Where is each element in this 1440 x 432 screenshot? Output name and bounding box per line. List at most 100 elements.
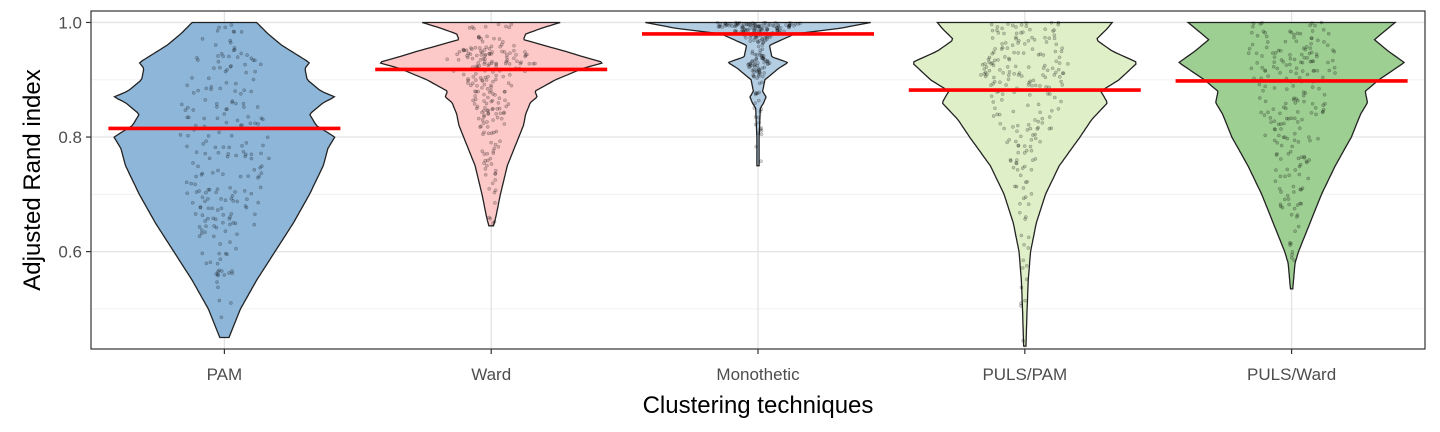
jitter-point: [750, 49, 755, 54]
jitter-point: [753, 35, 757, 40]
jitter-point: [1312, 69, 1316, 73]
jitter-point: [1022, 151, 1027, 155]
jitter-point: [982, 72, 987, 76]
jitter-point: [757, 98, 761, 103]
jitter-point: [1016, 41, 1020, 45]
jitter-point: [1272, 119, 1277, 123]
jitter-point: [1260, 54, 1264, 58]
y-axis-ticks: 0.6 0.8 1.0: [58, 13, 91, 262]
jitter-point: [217, 130, 221, 135]
jitter-point: [751, 74, 756, 78]
jitter-point: [507, 62, 512, 66]
x-tick-label: Monothetic: [716, 365, 800, 384]
jitter-point: [490, 107, 495, 112]
jitter-point: [987, 68, 992, 73]
jitter-point: [1294, 66, 1299, 70]
jitter-point: [761, 40, 766, 45]
violins: [113, 21, 1406, 347]
jitter-point: [984, 65, 989, 69]
jitter-point: [753, 122, 758, 127]
jitter-point: [267, 156, 271, 161]
jitter-point: [1296, 110, 1300, 114]
jitter-point: [1257, 82, 1262, 87]
jitter-point: [763, 38, 768, 43]
jitter-point: [228, 185, 232, 190]
jitter-point: [482, 114, 486, 119]
jitter-point: [498, 44, 503, 49]
jitter-point: [1025, 263, 1029, 268]
jitter-point: [1327, 68, 1332, 73]
jitter-point: [1024, 180, 1028, 184]
jitter-point: [523, 53, 528, 58]
jitter-point: [773, 20, 778, 25]
jitter-point: [1011, 165, 1016, 170]
jitter-point: [473, 97, 478, 102]
jitter-point: [1007, 56, 1011, 61]
jitter-point: [756, 66, 761, 71]
jitter-point: [256, 122, 260, 126]
jitter-point: [1303, 91, 1308, 95]
jitter-point: [753, 101, 758, 105]
jitter-point: [1298, 31, 1303, 36]
jitter-point: [185, 83, 189, 88]
jitter-point: [1279, 143, 1284, 148]
jitter-point: [1320, 110, 1325, 115]
jitter-point: [501, 111, 506, 116]
jitter-point: [1021, 30, 1025, 35]
jitter-point: [209, 87, 213, 92]
jitter-point: [253, 212, 257, 217]
jitter-point: [748, 62, 752, 66]
jitter-point: [473, 94, 477, 98]
jitter-point: [758, 53, 762, 57]
jitter-point: [761, 54, 766, 58]
jitter-point: [756, 115, 761, 120]
jitter-point: [265, 135, 270, 140]
jitter-point: [758, 70, 762, 75]
jitter-point: [1254, 51, 1259, 56]
jitter-point: [1288, 29, 1292, 34]
jitter-point: [1060, 83, 1065, 87]
jitter-point: [483, 24, 488, 29]
jitter-point: [1028, 79, 1032, 84]
jitter-point: [765, 35, 770, 40]
jitter-point: [758, 71, 762, 76]
jitter-point: [1041, 73, 1045, 77]
jitter-point: [760, 56, 764, 61]
jitter-point: [723, 23, 728, 28]
jitter-point: [1038, 52, 1043, 56]
jitter-point: [207, 156, 212, 161]
jitter-point: [490, 98, 495, 103]
jitter-point: [1282, 121, 1286, 126]
jitter-point: [756, 24, 761, 29]
jitter-point: [1300, 52, 1304, 57]
jitter-point: [219, 51, 224, 56]
jitter-point: [759, 23, 764, 28]
jitter-point: [206, 216, 210, 221]
jitter-point: [1000, 98, 1004, 102]
jitter-point: [1047, 36, 1052, 41]
jitter-point: [503, 98, 507, 103]
jitter-point: [491, 106, 495, 111]
jitter-point: [1014, 161, 1019, 165]
jitter-point: [481, 121, 486, 125]
jitter-point: [1258, 22, 1263, 26]
jitter-point: [787, 23, 792, 28]
jitter-point: [1016, 73, 1021, 77]
jitter-point: [229, 196, 234, 201]
jitter-point: [1281, 135, 1286, 140]
jitter-point: [480, 110, 484, 115]
jitter-point: [216, 272, 220, 277]
jitter-point: [754, 91, 759, 96]
jitter-point: [732, 24, 737, 29]
jitter-point: [745, 22, 749, 26]
jitter-point: [752, 25, 756, 30]
jitter-point: [1038, 139, 1042, 144]
jitter-point: [760, 54, 765, 58]
jitter-point: [1036, 119, 1041, 124]
jitter-point: [1016, 143, 1021, 148]
jitter-point: [1019, 233, 1024, 238]
jitter-point: [757, 38, 762, 43]
jitter-point: [466, 77, 470, 81]
jitter-point: [491, 151, 496, 156]
jitter-point: [515, 59, 519, 64]
